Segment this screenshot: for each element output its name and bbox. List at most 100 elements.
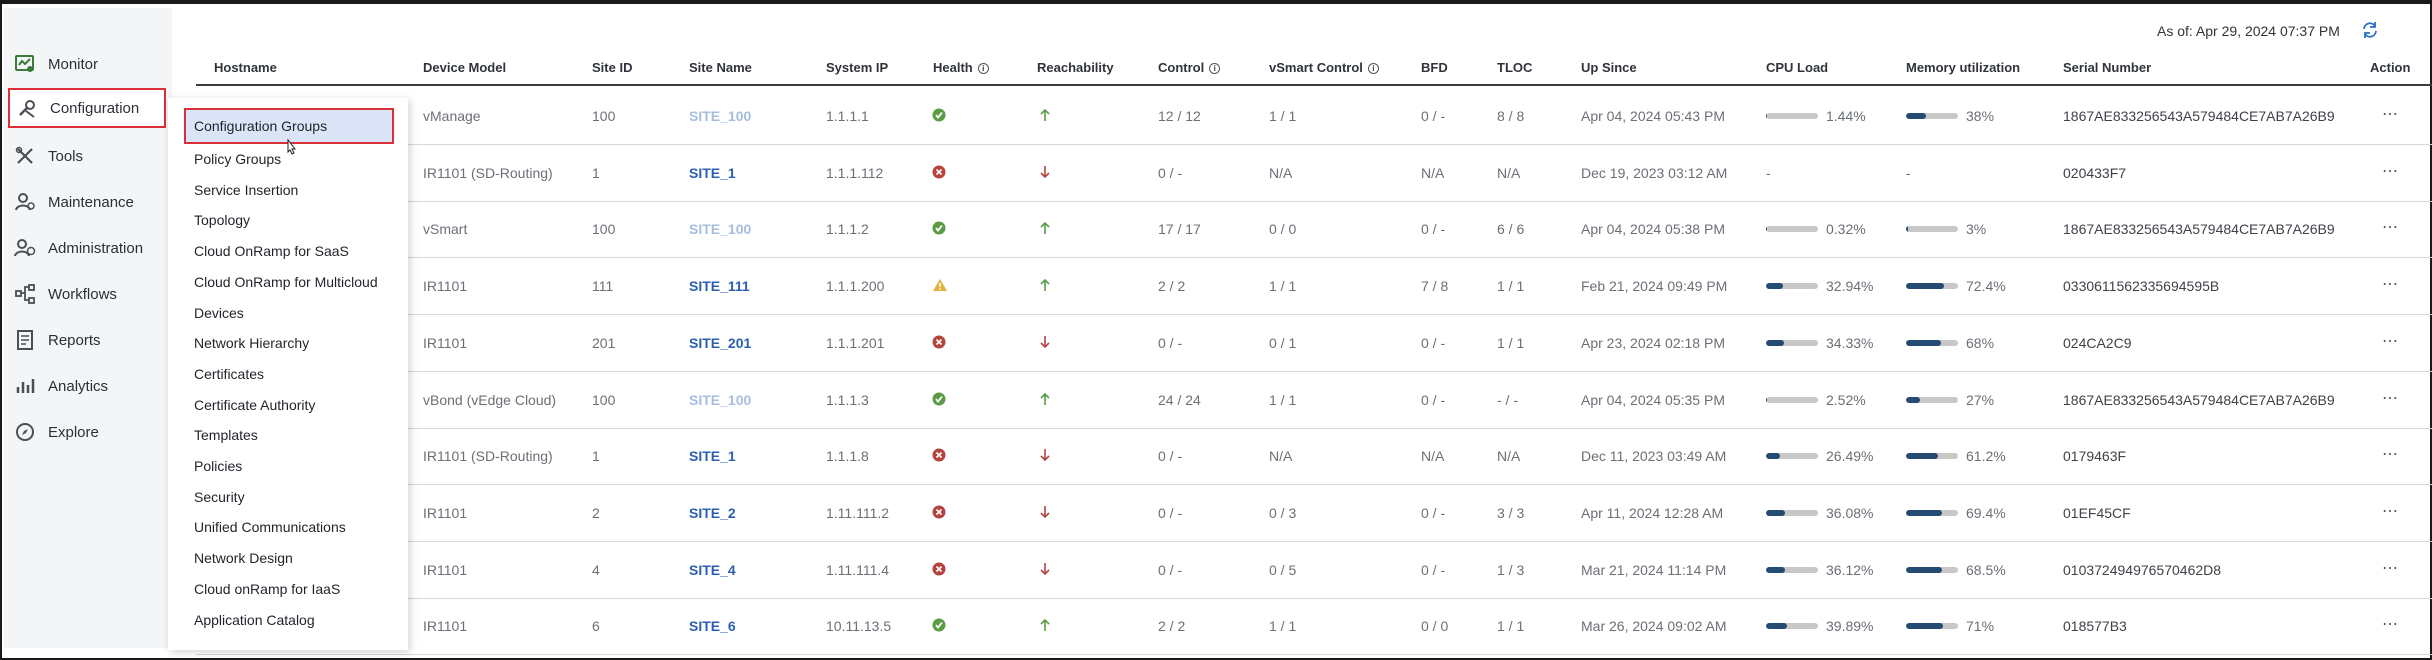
menu-item-unified-communications[interactable]: Unified Communications [194,519,346,536]
header-vsmart-label: vSmart Control [1269,60,1363,75]
header-system-ip[interactable]: System IP [826,60,889,75]
more-actions-icon[interactable]: ⋯ [2382,502,2399,520]
menu-item-application-catalog[interactable]: Application Catalog [194,611,315,628]
cpu-load-bar [1766,623,1818,630]
menu-item-certificates[interactable]: Certificates [194,365,265,382]
memory-value: 71% [1966,618,1995,635]
memory-bar [1906,283,1958,290]
table-row[interactable]: IR1101 2 SITE_2 1.11.111.2 0 / - 0 / 3 0 / - 3 … [196,485,2432,542]
site-name-link[interactable]: SITE_1 [689,448,736,465]
memory-value: 68% [1966,334,1995,351]
device-model: IR1101 [423,618,468,635]
site-name-link[interactable]: SITE_111 [689,278,750,295]
control-count: 17 / 17 [1158,221,1201,238]
more-actions-icon[interactable]: ⋯ [2382,446,2399,464]
site-name-link[interactable]: SITE_6 [689,618,736,635]
menu-item-cloud-onramp-for-multicloud[interactable]: Cloud OnRamp for Multicloud [194,273,378,290]
bfd-count: 0 / - [1421,108,1446,124]
more-actions-icon[interactable]: ⋯ [2382,276,2399,294]
menu-item-network-hierarchy[interactable]: Network Hierarchy [194,335,310,352]
sidebar-item-administration[interactable]: Administration [8,228,166,268]
info-icon[interactable]: i [1209,63,1221,74]
header-memory[interactable]: Memory utilization [1906,60,2021,75]
header-up-since[interactable]: Up Since [1581,60,1637,75]
header-hostname[interactable]: Hostname [214,60,277,75]
menu-item-certificate-authority[interactable]: Certificate Authority [194,396,316,413]
site-name-link[interactable]: SITE_100 [689,221,752,238]
site-name-link[interactable]: SITE_100 [689,108,752,124]
header-tloc[interactable]: TLOC [1497,60,1533,75]
table-row[interactable]: vSmart 100 SITE_100 1.1.1.2 17 / 17 0 / 0 0 / … [196,201,2432,259]
more-actions-icon[interactable]: ⋯ [2382,389,2399,407]
site-name-link[interactable]: SITE_2 [689,504,736,521]
site-name-link[interactable]: SITE_1 [689,164,736,181]
sidebar-item-workflows[interactable]: Workflows [8,274,166,314]
system-ip: 1.1.1.3 [826,391,869,408]
table-row[interactable]: IR1101 111 SITE_111 1.1.1.200 2 / 2 1 / 1 7 / … [196,258,2432,316]
table-row[interactable]: IR1101 4 SITE_4 1.11.111.4 0 / - 0 / 5 0 / - 1 … [196,542,2432,599]
header-vsmart-control[interactable]: vSmart Control i [1269,60,1379,75]
menu-item-policies[interactable]: Policies [194,458,243,474]
menu-item-service-insertion[interactable]: Service Insertion [194,181,299,198]
site-name-link[interactable]: SITE_4 [689,561,736,578]
control-count: 0 / - [1158,164,1183,181]
cpu-load-value: 39.89% [1826,618,1874,635]
more-actions-icon[interactable]: ⋯ [2382,559,2399,577]
cpu-load-value: 36.08% [1826,504,1874,521]
memory-fill [1906,283,1944,290]
more-actions-icon[interactable]: ⋯ [2382,332,2399,350]
info-icon[interactable]: i [977,63,989,74]
header-site-id[interactable]: Site ID [592,60,633,75]
sidebar-item-analytics[interactable]: Analytics [8,366,166,406]
header-health[interactable]: Health i [933,60,989,75]
sidebar-item-reports[interactable]: Reports [8,320,166,360]
sidebar-item-tools[interactable]: Tools [8,136,166,176]
sidebar-item-maintenance[interactable]: Maintenance [8,182,166,222]
system-ip: 1.1.1.2 [826,221,869,238]
menu-item-configuration-groups[interactable]: Configuration Groups [184,108,394,144]
device-model: IR1101 [423,278,468,295]
table-row[interactable]: IR1101 201 SITE_201 1.1.1.201 0 / - 0 / 1 0 / … [196,315,2432,372]
vsmart-control-count: 1 / 1 [1269,391,1297,408]
more-actions-icon[interactable]: ⋯ [2382,219,2399,237]
more-actions-icon[interactable]: ⋯ [2382,616,2399,634]
table-row[interactable]: IR1101 (SD-Routing) 1 SITE_1 1.1.1.112 0 / -… [196,145,2432,202]
table-row[interactable]: vManage 100 SITE_100 1.1.1.1 12 / 12 1 / 1 0 /… [196,88,2432,145]
sidebar-item-explore[interactable]: Explore [8,412,166,452]
site-id: 111 [592,278,614,295]
site-name-link[interactable]: SITE_100 [689,391,752,408]
header-bfd[interactable]: BFD [1421,60,1448,75]
menu-item-templates[interactable]: Templates [194,427,258,444]
sidebar-item-monitor[interactable]: Monitor [8,44,166,84]
menu-item-cloud-onramp-for-iaas[interactable]: Cloud onRamp for IaaS [194,580,341,597]
header-serial[interactable]: Serial Number [2063,60,2152,75]
cpu-load-bar [1766,283,1818,290]
menu-item-security[interactable]: Security [194,488,245,505]
serial-number: 024CA2C9 [2063,334,2132,351]
memory-value: - [1906,164,1911,181]
menu-item-network-design[interactable]: Network Design [194,550,293,567]
mouse-cursor-icon [287,138,297,155]
header-site-name[interactable]: Site Name [689,60,752,75]
site-name-link[interactable]: SITE_201 [689,334,752,351]
menu-item-topology[interactable]: Topology [194,212,251,229]
table-row[interactable]: IR1101 (SD-Routing) 1 SITE_1 1.1.1.8 0 / - N/… [196,428,2432,486]
info-icon[interactable]: i [1367,63,1379,74]
sidebar-item-configuration[interactable]: Configuration [8,88,166,128]
cpu-load-bar [1766,509,1818,516]
more-actions-icon[interactable]: ⋯ [2382,106,2399,123]
header-cpu-load[interactable]: CPU Load [1766,60,1829,75]
header-device-model[interactable]: Device Model [423,60,507,75]
cpu-load-fill [1766,623,1787,630]
table-row[interactable]: IR1101 6 SITE_6 10.11.13.5 2 / 2 1 / 1 0 / 0 1 … [196,598,2432,656]
menu-item-policy-groups[interactable]: Policy Groups [194,151,282,167]
menu-item-cloud-onramp-for-saas[interactable]: Cloud OnRamp for SaaS [194,243,349,260]
refresh-icon[interactable] [2360,20,2380,40]
more-actions-icon[interactable]: ⋯ [2382,162,2399,180]
menu-item-devices[interactable]: Devices [194,304,244,321]
tloc-count: 6 / 6 [1497,221,1525,238]
reachability-up-icon [1039,108,1051,127]
header-control[interactable]: Control i [1158,60,1221,75]
header-reachability[interactable]: Reachability [1037,60,1114,75]
table-row[interactable]: vBond (vEdge Cloud) 100 SITE_100 1.1.1.3 24 … [196,372,2432,429]
